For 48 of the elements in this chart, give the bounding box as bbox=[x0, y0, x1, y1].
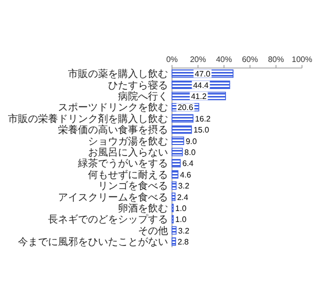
y-tick-label: ショウガ湯を飲む bbox=[88, 135, 168, 148]
y-tick-label: 今までに風邪をひいたことがない bbox=[18, 236, 168, 248]
data-label: 2.4 bbox=[177, 192, 189, 202]
data-label: 6.4 bbox=[182, 159, 194, 168]
y-tick-label: ひたすら寝る bbox=[108, 79, 168, 92]
data-label: 1.0 bbox=[175, 204, 187, 213]
data-label: 20.6 bbox=[178, 103, 194, 112]
bar bbox=[172, 181, 177, 190]
data-label: 3.2 bbox=[178, 226, 190, 236]
y-tick-label: 何もせずに耐える bbox=[88, 168, 168, 181]
data-label: 4.6 bbox=[180, 170, 192, 180]
y-tick-label: 長ネギでのどをシップする bbox=[48, 214, 168, 226]
y-tick-label: お風呂に入らない bbox=[88, 146, 168, 158]
x-tick-label: 40% bbox=[216, 55, 232, 64]
data-label: 2.8 bbox=[178, 238, 190, 247]
y-tick-label: リンゴを食べる bbox=[98, 180, 168, 192]
bar bbox=[172, 226, 177, 235]
bar bbox=[172, 159, 181, 168]
data-label: 15.0 bbox=[194, 126, 210, 135]
data-label: 1.0 bbox=[175, 215, 187, 224]
x-tick-label: 20% bbox=[190, 55, 206, 64]
y-tick-label: スポーツドリンクを飲む bbox=[58, 102, 168, 114]
data-label: 47.0 bbox=[194, 70, 211, 79]
data-label: 16.2 bbox=[195, 114, 212, 124]
bar bbox=[172, 192, 176, 201]
data-label: 9.0 bbox=[186, 136, 198, 146]
x-tick-label: 0% bbox=[166, 55, 178, 64]
data-label: 41.2 bbox=[190, 92, 208, 101]
x-tick-label: 80% bbox=[268, 55, 284, 64]
bar bbox=[172, 170, 178, 179]
x-tick-label: 60% bbox=[242, 55, 258, 64]
bar bbox=[172, 237, 176, 246]
bar bbox=[172, 136, 184, 145]
y-tick-label: 市販の薬を購入し飲む bbox=[68, 68, 168, 80]
bar bbox=[172, 148, 183, 156]
y-tick-label: 市販の栄養ドリンク剤を購入し飲む bbox=[8, 112, 168, 125]
data-label: 8.0 bbox=[184, 148, 196, 157]
y-tick-label: 緑茶でうがいをする bbox=[77, 158, 168, 170]
bar bbox=[172, 125, 192, 134]
y-tick-label: 病院へ行く bbox=[118, 90, 168, 102]
data-label: 3.2 bbox=[178, 182, 190, 191]
x-tick-label: 100% bbox=[292, 55, 312, 64]
y-tick-label: その他 bbox=[138, 224, 168, 237]
y-tick-label: 卵酒を飲む bbox=[118, 202, 168, 214]
y-tick-label: アイスクリームを食べる bbox=[58, 191, 168, 204]
data-label: 44.4 bbox=[193, 80, 210, 90]
y-tick-label: 栄養価の高い食事を摂る bbox=[58, 124, 168, 136]
bar bbox=[172, 114, 194, 123]
